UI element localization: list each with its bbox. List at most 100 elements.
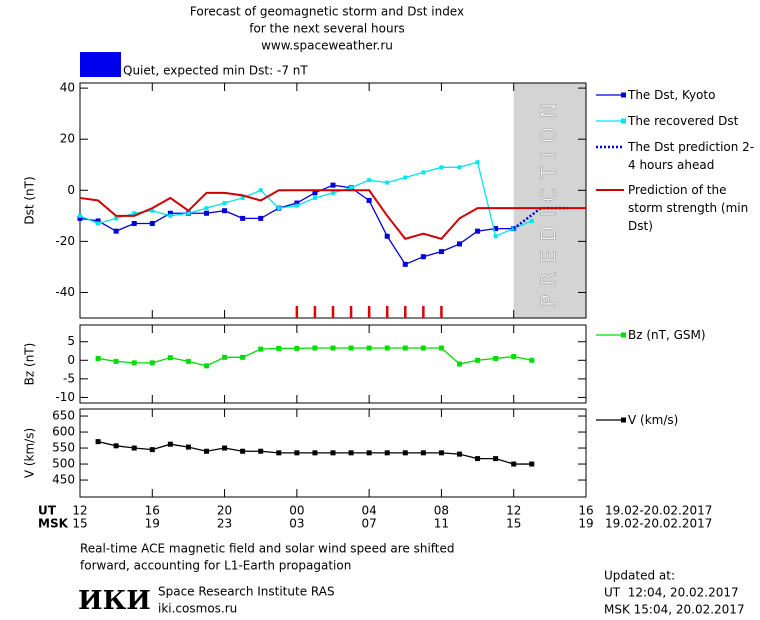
- point: [294, 200, 300, 206]
- status-text: Quiet, expected min Dst: -7 nT: [123, 64, 308, 78]
- point: [367, 178, 372, 183]
- x-tick-label: 07: [362, 517, 377, 531]
- point: [185, 444, 191, 450]
- x-tick-label: 15: [72, 517, 87, 531]
- updated: UT 12:04, 20.02.2017: [604, 586, 739, 600]
- point: [186, 211, 191, 216]
- point: [131, 360, 137, 366]
- y-tick-label: -40: [55, 285, 75, 299]
- plot-frame: [79, 82, 587, 319]
- note: forward, accounting for L1-Earth propaga…: [80, 559, 351, 573]
- y-tick-label: 40: [60, 81, 75, 95]
- point: [402, 345, 408, 351]
- series-line: [97, 347, 532, 367]
- point: [438, 345, 444, 351]
- point: [493, 234, 498, 239]
- point: [132, 211, 137, 216]
- point: [149, 220, 155, 226]
- legend-entry: The recovered Dst: [628, 114, 739, 128]
- point: [131, 445, 137, 451]
- point: [493, 355, 499, 361]
- point: [529, 218, 534, 223]
- point: [167, 355, 173, 361]
- point: [113, 228, 119, 234]
- point: [420, 450, 426, 456]
- point: [113, 443, 119, 449]
- point: [312, 190, 318, 196]
- point: [95, 218, 101, 224]
- point: [529, 357, 535, 363]
- point: [294, 345, 300, 351]
- prediction-zone: [513, 83, 586, 318]
- point: [204, 448, 209, 454]
- point: [366, 345, 372, 351]
- point: [276, 206, 281, 211]
- point: [366, 198, 372, 203]
- updated: Updated at:: [604, 569, 675, 583]
- x-tick-label: 08: [434, 504, 449, 518]
- x-row-name: MSK: [38, 517, 69, 531]
- y-tick-label: 550: [52, 441, 75, 455]
- point: [149, 447, 155, 453]
- point: [331, 190, 335, 195]
- logo: ИКИ: [78, 586, 151, 616]
- point: [276, 345, 282, 351]
- x-tick-label: 19: [145, 517, 160, 531]
- series-line: [79, 161, 533, 238]
- point: [348, 450, 354, 456]
- point: [294, 203, 299, 208]
- point: [185, 358, 191, 364]
- note: Real-time ACE magnetic field and solar w…: [80, 542, 455, 556]
- point: [312, 450, 318, 456]
- point: [384, 450, 390, 456]
- point: [149, 360, 155, 366]
- point: [385, 180, 390, 185]
- point: [330, 450, 336, 456]
- point: [77, 215, 83, 221]
- point: [95, 439, 101, 445]
- point: [258, 448, 264, 454]
- point: [402, 450, 408, 456]
- y-tick-label: 0: [67, 353, 75, 367]
- point: [96, 221, 101, 226]
- x-tick-label: 11: [434, 517, 449, 531]
- title: www.spaceweather.ru: [261, 39, 393, 53]
- point: [258, 215, 264, 221]
- x-tick-label: 23: [217, 517, 232, 531]
- point: [420, 254, 426, 260]
- point: [493, 456, 499, 462]
- y-tick-label: 0: [67, 183, 75, 197]
- point: [511, 354, 517, 360]
- legend-entry: Bz (nT, GSM): [628, 328, 706, 342]
- x-tick-label: 15: [506, 517, 521, 531]
- point: [493, 226, 499, 232]
- point: [439, 165, 444, 170]
- y-tick-label: 600: [52, 425, 75, 439]
- point: [330, 182, 336, 188]
- point: [294, 450, 300, 456]
- y-tick-label: 20: [60, 132, 75, 146]
- point: [403, 175, 408, 180]
- x-row-dates: 19.02-20.02.2017: [605, 504, 712, 518]
- point: [222, 445, 228, 451]
- x-tick-label: 04: [362, 504, 377, 518]
- point: [475, 456, 481, 462]
- point: [457, 361, 462, 367]
- point: [222, 201, 227, 206]
- y-tick-label: 450: [52, 473, 75, 487]
- point: [348, 345, 354, 351]
- point: [95, 355, 101, 361]
- site: iki.cosmos.ru: [158, 602, 237, 616]
- point: [402, 261, 408, 267]
- series-line: [79, 189, 586, 240]
- point: [240, 448, 246, 454]
- point: [529, 461, 535, 467]
- y-tick-label: -5: [63, 371, 75, 385]
- legend-swatch: [621, 118, 626, 124]
- status-box: [80, 52, 121, 77]
- point: [114, 216, 119, 221]
- point: [168, 213, 173, 218]
- x-tick-label: 20: [217, 504, 232, 518]
